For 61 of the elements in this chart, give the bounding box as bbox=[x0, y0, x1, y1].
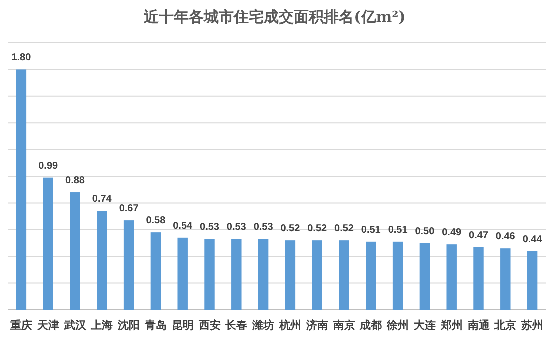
bar bbox=[366, 242, 376, 310]
x-tick-label: 昆明 bbox=[172, 319, 194, 332]
data-label: 0.51 bbox=[361, 224, 382, 236]
bar bbox=[43, 178, 54, 310]
chart-title: 近十年各城市住宅成交面积排名(亿m²) bbox=[143, 8, 406, 26]
data-label: 0.53 bbox=[226, 222, 247, 234]
bar bbox=[420, 243, 430, 310]
data-label: 0.52 bbox=[280, 224, 301, 235]
data-label: 0.49 bbox=[442, 228, 462, 239]
bar bbox=[500, 248, 511, 310]
bar bbox=[124, 220, 134, 310]
x-tick-label: 青岛 bbox=[144, 319, 167, 332]
bar bbox=[312, 240, 322, 310]
x-tick-label: 沈阳 bbox=[117, 319, 140, 332]
bar bbox=[178, 238, 188, 310]
x-tick-label: 北京 bbox=[494, 319, 517, 332]
bar bbox=[446, 244, 457, 310]
data-label: 0.52 bbox=[334, 224, 354, 235]
data-label: 0.50 bbox=[415, 226, 436, 238]
data-label: 0.53 bbox=[254, 222, 274, 234]
bar bbox=[150, 232, 162, 310]
data-label: 0.88 bbox=[66, 176, 86, 187]
x-tick-label: 武汉 bbox=[63, 319, 88, 332]
x-tick-label: 杭州 bbox=[278, 319, 302, 332]
x-tick-label: 成都 bbox=[359, 319, 382, 332]
bar bbox=[339, 240, 350, 310]
bar bbox=[392, 242, 404, 310]
x-tick-label: 潍坊 bbox=[252, 319, 275, 332]
x-tick-label: 济南 bbox=[305, 319, 328, 332]
data-label: 0.47 bbox=[469, 230, 489, 242]
data-label: 0.46 bbox=[496, 232, 516, 243]
bar bbox=[232, 239, 242, 310]
bar bbox=[527, 251, 538, 310]
data-label: 0.99 bbox=[38, 160, 59, 172]
data-label: 0.58 bbox=[146, 216, 166, 227]
bar bbox=[285, 240, 296, 310]
x-tick-label: 南京 bbox=[332, 319, 356, 332]
bar bbox=[16, 70, 27, 310]
x-tick-label: 重庆 bbox=[9, 319, 32, 332]
bar bbox=[97, 211, 108, 310]
x-tick-label: 长春 bbox=[224, 319, 248, 332]
x-tick-label: 苏州 bbox=[520, 319, 544, 332]
data-label: 0.67 bbox=[119, 204, 140, 215]
bar bbox=[70, 192, 80, 310]
bar bbox=[258, 239, 269, 310]
x-tick-label: 上海 bbox=[90, 319, 114, 332]
data-label: 0.74 bbox=[92, 194, 112, 206]
x-tick-label: 西安 bbox=[198, 319, 221, 332]
x-tick-label: 郑州 bbox=[440, 319, 463, 332]
data-label: 0.54 bbox=[173, 220, 194, 232]
x-tick-label: 天津 bbox=[36, 319, 60, 332]
x-tick-label: 大连 bbox=[414, 319, 437, 332]
data-label: 0.44 bbox=[522, 234, 543, 246]
data-label: 0.53 bbox=[200, 222, 220, 234]
data-label: 1.80 bbox=[12, 52, 32, 64]
data-label: 0.51 bbox=[388, 224, 408, 236]
bar bbox=[204, 239, 215, 310]
x-tick-label: 南通 bbox=[466, 319, 491, 332]
bar bbox=[474, 247, 484, 310]
x-tick-label: 徐州 bbox=[386, 319, 410, 332]
data-label: 0.52 bbox=[308, 224, 328, 235]
